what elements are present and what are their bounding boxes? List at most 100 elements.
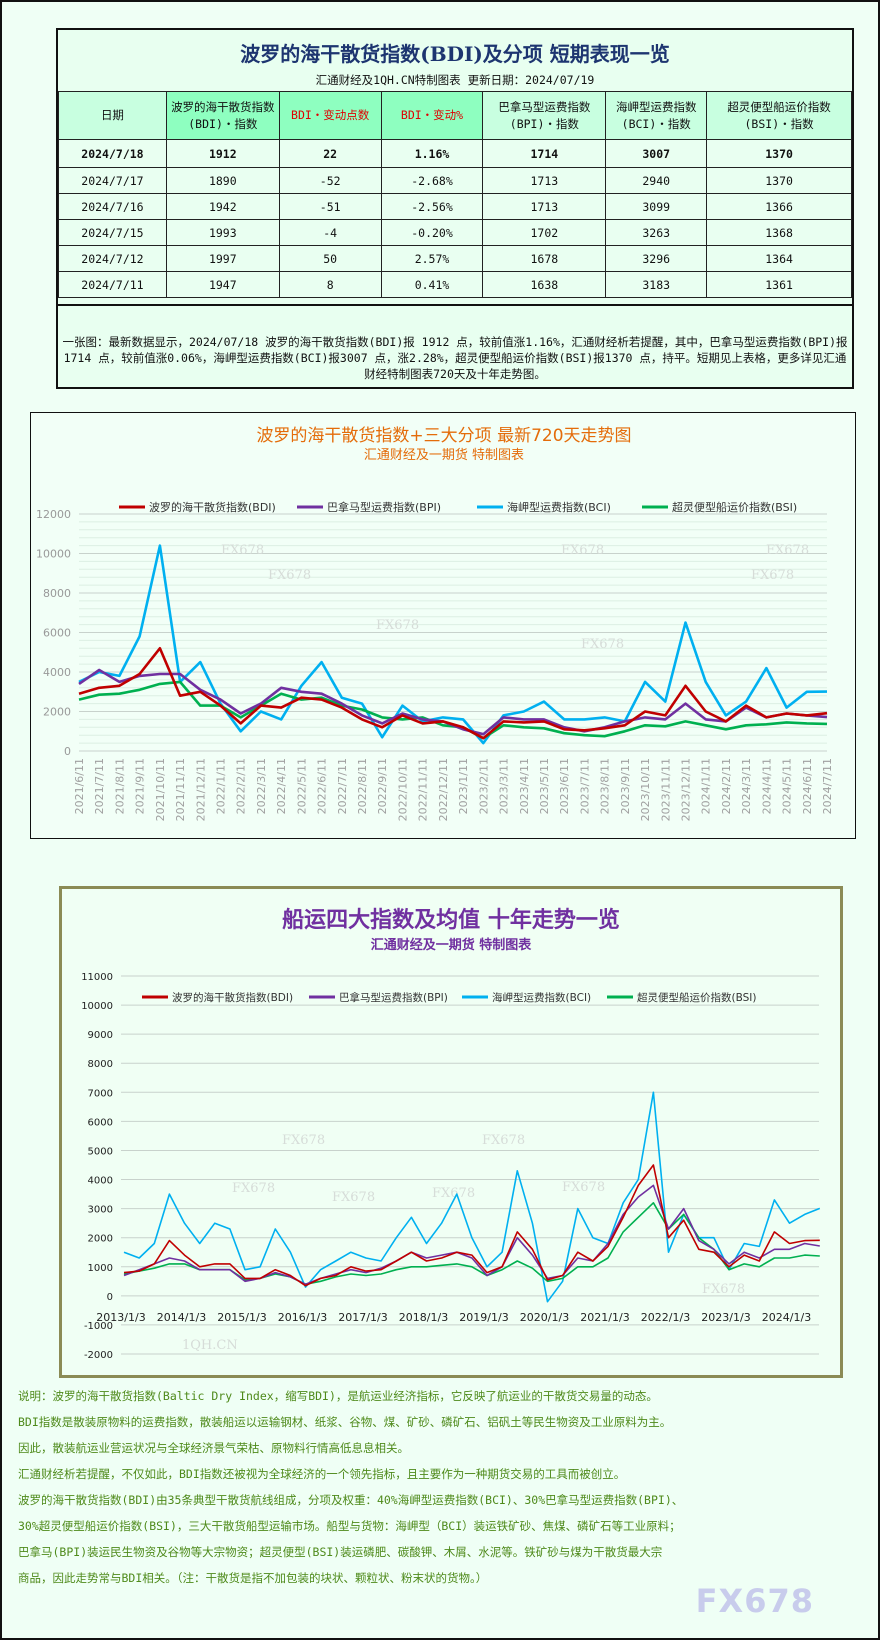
- legend-label: 海岬型运费指数(BCI): [507, 500, 611, 514]
- y-tick-label: 4000: [43, 666, 71, 679]
- chart-title: 波罗的海干散货指数+三大分项 最新720天走势图: [256, 426, 631, 446]
- table-cell: 1997: [165, 245, 280, 272]
- table-cell: 1368: [706, 219, 852, 246]
- x-tick-label: 2023/7/11: [578, 758, 591, 814]
- x-tick-label: 2022/1/11: [215, 758, 228, 814]
- x-tick-label: 2022/2/11: [235, 758, 248, 814]
- series-line-bdi: [123, 1164, 820, 1287]
- table-row: 2024/7/16 1942 -51 -2.56% 1713 3099 1366: [58, 193, 852, 220]
- legend-label: 巴拿马型运费指数(BPI): [327, 500, 441, 514]
- x-tick-label: 2023/11/11: [659, 758, 672, 821]
- x-tick-label: 2024/1/3: [762, 1311, 811, 1324]
- table-cell: -4: [278, 219, 382, 246]
- table-cell: -51: [278, 193, 382, 220]
- x-tick-label: 2023/9/11: [619, 758, 632, 814]
- header-line: BDI・变动点数: [291, 108, 370, 122]
- series-line-bsi: [78, 680, 828, 740]
- y-tick-label: 4000: [88, 1176, 113, 1187]
- summary-note: 一张图：最新数据显示，2024/07/18 波罗的海干散货指数(BDI)报 19…: [58, 304, 852, 387]
- x-tick-label: 2013/1/3: [96, 1311, 145, 1324]
- x-tick-label: 2019/1/3: [459, 1311, 508, 1324]
- table-cell: 1890: [165, 167, 280, 194]
- x-tick-label: 2024/7/11: [821, 758, 834, 814]
- series-line-bci: [78, 544, 828, 745]
- table-cell: 1947: [165, 271, 280, 298]
- table-row: 2024/7/18 1912 22 1.16% 1714 3007 1370: [58, 139, 852, 168]
- y-tick-label: 0: [64, 745, 71, 758]
- y-tick-label: -1000: [84, 1321, 113, 1332]
- fx678-watermark: FX678: [695, 1582, 814, 1620]
- y-tick-label: 0: [107, 1292, 113, 1303]
- table-cell: 8: [278, 271, 382, 298]
- watermark-text: FX678: [282, 1133, 325, 1148]
- watermark-text: FX678: [332, 1190, 375, 1205]
- x-tick-label: 2022/5/11: [295, 758, 308, 814]
- x-tick-label: 2014/1/3: [157, 1311, 206, 1324]
- watermark-text: FX678: [702, 1282, 745, 1297]
- y-tick-label: -2000: [84, 1350, 113, 1361]
- description-line: 因此，散装航运业营运状况与全球经济景气荣枯、原物料行情高低息息相关。: [18, 1441, 409, 1455]
- y-tick-label: 6000: [88, 1117, 113, 1128]
- table-title: 波罗的海干散货指数(BDI)及分项 短期表现一览: [240, 42, 670, 66]
- watermark-text: FX678: [482, 1133, 525, 1148]
- description-line: 汇通财经析若提醒，不仅如此，BDI指数还被视为全球经济的一个领先指标，且主要作为…: [18, 1467, 626, 1481]
- header-line: 日期: [100, 108, 124, 122]
- description-line: 30%超灵便型船运价指数(BSI)，三大干散货船型运输市场。船型与货物：海岬型（…: [18, 1519, 681, 1533]
- table-cell: 1714: [482, 139, 607, 168]
- x-tick-label: 2023/2/11: [477, 758, 490, 814]
- y-tick-label: 12000: [36, 508, 71, 521]
- x-tick-label: 2023/4/11: [518, 758, 531, 814]
- x-tick-label: 2023/1/3: [701, 1311, 750, 1324]
- series-line-bdi: [78, 647, 828, 740]
- y-tick-label: 6000: [43, 627, 71, 640]
- series-line-bci: [123, 1091, 821, 1303]
- x-tick-label: 2024/4/11: [760, 758, 773, 814]
- y-tick-label: 2000: [88, 1234, 113, 1245]
- header-line: 巴拿马型运费指数: [498, 99, 591, 114]
- table-cell: 1678: [482, 245, 607, 272]
- table-cell: 1.16%: [380, 139, 484, 168]
- x-tick-label: 2023/6/11: [558, 758, 571, 814]
- x-tick-label: 2017/1/3: [338, 1311, 387, 1324]
- table-cell: 3099: [605, 193, 708, 220]
- header-line: 海岬型运费指数: [615, 99, 697, 114]
- header-line: (BSI)・指数: [744, 116, 814, 131]
- watermark-text: FX678: [581, 637, 624, 652]
- column-header: BDI・变动%: [380, 91, 484, 140]
- table-cell: 2024/7/17: [58, 167, 167, 194]
- x-tick-label: 2023/5/11: [538, 758, 551, 814]
- summary-table-panel: 波罗的海干散货指数(BDI)及分项 短期表现一览 汇通财经及1QH.CN特制图表…: [56, 28, 854, 389]
- table-cell: 2024/7/11: [58, 271, 167, 298]
- y-tick-label: 1000: [88, 1263, 113, 1274]
- watermark-text: FX678: [562, 1180, 605, 1195]
- header-line: (BCI)・指数: [621, 116, 691, 131]
- table-cell: 1912: [165, 139, 280, 168]
- y-tick-label: 10000: [36, 548, 71, 561]
- x-tick-label: 2021/7/11: [93, 758, 106, 814]
- watermark-text: FX678: [432, 1186, 475, 1201]
- chart-title: 船运四大指数及均值 十年走势一览: [282, 907, 620, 933]
- table-cell: 2024/7/18: [58, 139, 167, 168]
- table-cell: -52: [278, 167, 382, 194]
- description-line: 巴拿马(BPI)装运民生物资及谷物等大宗物资；超灵便型(BSI)装运磷肥、碳酸钾…: [18, 1545, 663, 1559]
- description-text: 说明：波罗的海干散货指数(Baltic Dry Index，缩写BDI)，是航运…: [18, 1386, 858, 1594]
- x-tick-label: 2021/1/3: [580, 1311, 629, 1324]
- table-cell: 3296: [605, 245, 708, 272]
- x-tick-label: 2022/4/11: [275, 758, 288, 814]
- header-line: (BPI)・指数: [509, 116, 579, 131]
- x-tick-label: 2024/1/11: [700, 758, 713, 814]
- x-tick-label: 2023/12/11: [679, 758, 692, 821]
- table-cell: 1993: [165, 219, 280, 246]
- description-line: 商品，因此走势常与BDI相关。（注：干散货是指不加包装的块状、颗粒状、粉末状的货…: [18, 1571, 488, 1585]
- header-line: 超灵便型船运价指数: [727, 99, 831, 114]
- x-tick-label: 2021/10/11: [154, 758, 167, 821]
- column-header: 超灵便型船运价指数 (BSI)・指数: [706, 91, 852, 140]
- table-cell: 1942: [165, 193, 280, 220]
- table-row: 2024/7/11 1947 8 0.41% 1638 3183 1361: [58, 271, 852, 298]
- table-cell: -2.68%: [380, 167, 484, 194]
- y-tick-label: 7000: [88, 1088, 113, 1099]
- table-cell: 3183: [605, 271, 708, 298]
- legend-label: 超灵便型船运价指数(BSI): [672, 500, 797, 514]
- x-tick-label: 2022/1/3: [641, 1311, 690, 1324]
